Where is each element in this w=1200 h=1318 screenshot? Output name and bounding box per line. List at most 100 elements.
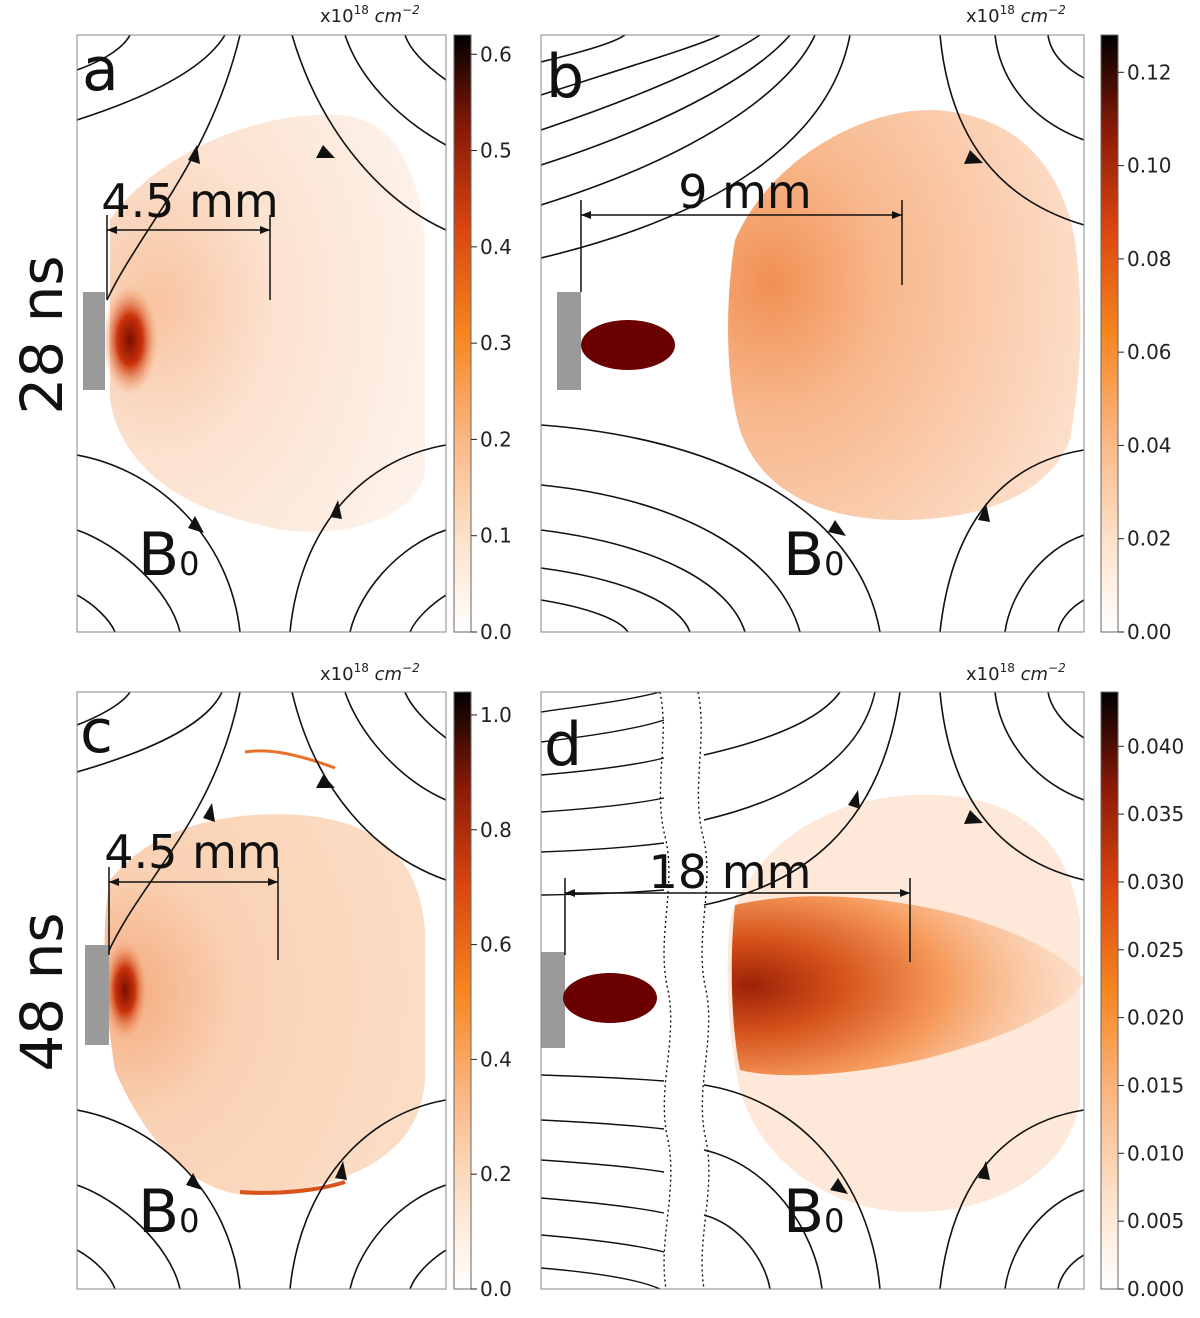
field-line [541,35,721,96]
field-line [541,1234,665,1253]
colorbar-unit-label: x1018 cm−2 [966,661,1066,685]
target-d [541,952,565,1048]
field-line [77,35,226,121]
field-arrow [316,775,335,788]
field-line [541,35,816,206]
field-line [409,594,446,632]
field-line [77,1184,181,1289]
field-line [106,35,241,301]
panel-letter-b: b [546,42,584,112]
field-line [404,692,446,739]
colorbar-tick-label: 0.1 [480,524,512,548]
panel-b [541,35,1084,632]
plume-a [110,114,425,532]
field-line [541,567,691,632]
field-line [77,692,223,773]
field-line [541,1074,665,1082]
field-line [349,529,446,632]
field-line [541,842,665,853]
colorbar-gradient [453,691,472,1290]
field-line [1047,692,1084,739]
field-line [289,444,446,632]
field-line [703,1084,881,1289]
field-line [1057,1254,1084,1289]
plot-frame-a [76,34,447,633]
field-line [77,1109,241,1289]
colorbar-tick-label: 0.2 [480,427,512,451]
field-line [541,35,626,63]
field-arrow [848,790,860,809]
colorbar-b: x1018 cm−2 0.00 0.02 0.04 0.06 0.08 0.10 0.12 [966,3,1172,644]
scale-label-b: 9 mm [678,165,812,219]
colorbar-tick-label: 0.025 [1127,938,1184,962]
row-label-48ns: 48 ns [8,912,76,1071]
colorbar-tick-label: 0.0 [480,1277,512,1301]
panel-letter-d: d [544,710,582,780]
colorbar-gradient [1100,34,1119,633]
colorbar-tick-label: 0.010 [1127,1141,1184,1165]
target-a [83,292,105,390]
field-label-d: B0 [783,1177,845,1247]
field-line [541,35,761,131]
colorbar-tick-label: 0.2 [480,1162,512,1186]
colorbar-a: x1018 cm−2 0.0 0.1 0.2 0.3 0.4 0.5 0.6 [320,3,512,644]
field-line [289,1099,446,1289]
field-line [541,424,881,632]
field-line [1057,599,1084,632]
colorbar-gradient [453,34,472,633]
field-line [541,692,661,713]
plot-frame-c [76,691,447,1290]
colorbar-unit-label: x1018 cm−2 [966,3,1066,27]
field-line [404,35,446,81]
field-line [106,692,241,956]
colorbar-tick-label: 0.000 [1127,1277,1184,1301]
panel-c [77,692,446,1289]
streak [239,1180,346,1195]
colorbar-tick-label: 0.020 [1127,1006,1184,1030]
field-line [291,35,446,231]
field-line [77,692,131,726]
plume-c [104,814,426,1196]
field-arrow [186,1173,202,1190]
colorbar-unit-label: x1018 cm−2 [320,661,420,685]
field-line [994,692,1084,801]
colorbar-gradient [1100,691,1119,1290]
obstacle-d [563,973,657,1023]
field-arrow [188,516,204,533]
field-line [77,454,241,632]
field-line [291,692,446,881]
field-arrow [978,503,990,522]
scale-label-a: 4.5 mm [101,174,278,228]
field-line [703,692,901,906]
field-line [541,1267,661,1289]
field-line [541,484,801,632]
field-line [541,719,665,743]
field-line [939,449,1084,632]
colorbar-tick-label: 1.0 [480,703,512,727]
colorbar-tick-label: 0.0 [480,620,512,644]
colorbar-tick-label: 0.035 [1127,802,1184,826]
colorbar-tick-label: 0.4 [480,235,512,259]
field-arrow [828,520,846,536]
plot-frame-d [540,691,1085,1290]
field-line [939,692,1084,881]
colorbar-tick-label: 0.005 [1127,1209,1184,1233]
field-line [541,1119,665,1130]
colorbar-d: x1018 cm−2 0.000 0.005 0.010 0.015 0.020 0.02… [966,661,1184,1301]
row-label-28ns: 28 ns [8,255,76,414]
field-line [939,35,1084,226]
colorbar-tick-label: 0.10 [1127,154,1172,178]
gap-boundary [697,692,710,1289]
field-line [541,35,791,166]
target-c [85,945,109,1045]
field-arrow [964,150,983,164]
field-line [541,529,746,632]
field-line [703,1149,823,1289]
colorbar-unit-label: x1018 cm−2 [320,3,420,27]
streak [244,749,336,770]
panel-letter-a: a [82,35,119,105]
field-arrow [316,145,335,158]
field-line [541,797,665,813]
field-line [1004,534,1084,632]
